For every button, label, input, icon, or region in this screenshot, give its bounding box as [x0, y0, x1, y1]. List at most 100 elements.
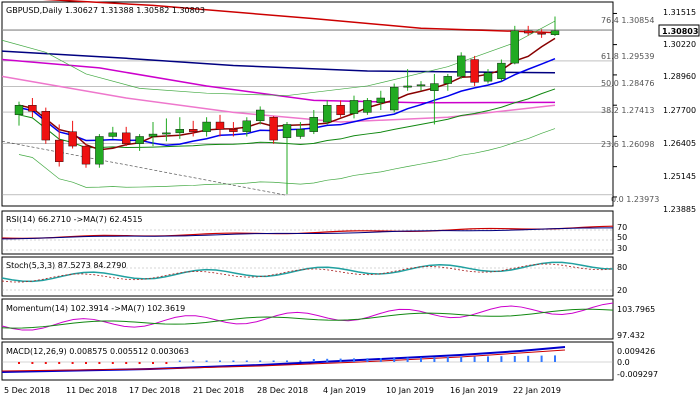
price-tick: 1.27700: [663, 106, 696, 115]
fib-label: 76.4 1.30854: [601, 16, 654, 25]
macd-tick: 0.009426: [617, 347, 655, 356]
rsi-ma-line: [1, 227, 614, 240]
fib-label: 0.0 1.23973: [611, 195, 659, 204]
chart-header: GBPUSD,Daily 1.30627 1.31388 1.30582 1.3…: [6, 6, 205, 15]
macd-histogram-bar: [487, 356, 489, 362]
stoch-tick: 80: [617, 263, 627, 272]
rsi-panel-frame: [1, 210, 614, 255]
date-tick: 4 Jan 2019: [323, 386, 366, 395]
candle-body: [188, 129, 198, 132]
candle-body: [349, 100, 359, 114]
macd-histogram-bar: [58, 362, 61, 364]
candle-body: [470, 59, 479, 83]
macd-histogram-bar: [178, 360, 181, 362]
macd-label: MACD(12,26,9) 0.008575 0.005512 0.003063: [6, 347, 189, 356]
candle-body: [510, 30, 519, 64]
rsi-tick: 50: [617, 233, 627, 242]
candle-body: [41, 111, 50, 141]
candle-body: [162, 132, 171, 135]
macd-histogram-bar: [138, 362, 141, 364]
date-tick: 16 Jan 2019: [450, 386, 498, 395]
candle-body: [202, 121, 211, 132]
candle-body: [363, 100, 372, 113]
ma-30-line: [1, 75, 556, 123]
candle-body: [215, 121, 225, 130]
date-tick: 21 Dec 2018: [193, 386, 244, 395]
price-tick: 1.28960: [663, 72, 696, 81]
date-tick: 22 Jan 2019: [513, 386, 561, 395]
stoch-label: Stoch(5,3,3) 87.5273 84.2790: [6, 261, 126, 270]
macd-histogram-bar: [353, 358, 355, 362]
macd-histogram-bar: [125, 362, 128, 364]
macd-histogram-bar: [393, 357, 396, 362]
candle-body: [390, 86, 399, 111]
candle-body: [443, 76, 452, 84]
candle-body: [430, 83, 439, 91]
candle-body: [282, 124, 292, 138]
momentum-tick: 103.7965: [617, 305, 655, 314]
candle-body: [28, 105, 37, 112]
macd-tick: 0.0: [617, 358, 630, 367]
stoch-d-line: [1, 263, 614, 283]
macd-histogram-bar: [44, 362, 47, 364]
candle-body: [497, 62, 506, 79]
ma-55-line: [1, 58, 556, 104]
momentum-label: Momentum(14) 102.3914 ->MA(7) 102.3619: [6, 304, 185, 313]
date-tick: 10 Jan 2019: [386, 386, 434, 395]
macd-histogram-bar: [473, 356, 476, 362]
candle-body: [524, 30, 533, 34]
fib-label: 61.8 1.29539: [601, 52, 654, 61]
macd-histogram-bar: [31, 362, 34, 364]
macd-histogram-bar: [513, 356, 516, 362]
candle-body: [323, 105, 332, 123]
price-tick: 1.25145: [663, 172, 696, 181]
momentum-ma-line: [1, 308, 614, 329]
candle-body: [55, 139, 64, 162]
main-chart-layer: [1, 0, 617, 198]
macd-histogram-bar: [433, 357, 436, 362]
fib-label: 23.6 1.26098: [601, 140, 654, 149]
candle-body: [269, 117, 278, 141]
indicator-layer: [1, 225, 614, 373]
macd-histogram-bar: [245, 360, 248, 362]
candle-body: [148, 133, 158, 137]
macd-histogram-bar: [85, 362, 87, 364]
candle-body: [242, 120, 252, 132]
ma-100-line: [1, 50, 556, 74]
momentum-tick: 97.432: [617, 331, 645, 340]
candle-body: [336, 105, 345, 116]
trend-line: [1, 140, 288, 196]
macd-histogram-bar: [219, 360, 221, 362]
macd-histogram-bar: [527, 355, 530, 362]
macd-histogram-bar: [299, 360, 302, 362]
macd-histogram-bar: [18, 362, 20, 364]
candle-body: [135, 136, 144, 144]
macd-panel-frame: [1, 341, 614, 381]
price-tick: 1.30220: [663, 40, 696, 49]
candle-body: [457, 55, 466, 77]
macd-histogram-bar: [500, 356, 503, 362]
candle-body: [309, 117, 318, 132]
price-tick: 1.23885: [663, 205, 696, 214]
rsi-label: RSI(14) 66.2710 ->MA(7) 62.4515: [6, 215, 143, 224]
rsi-tick: 70: [617, 223, 627, 232]
macd-histogram-bar: [460, 356, 463, 362]
macd-histogram-bar: [286, 360, 288, 362]
timeframe-label: Daily: [42, 6, 63, 15]
date-tick: 11 Dec 2018: [66, 386, 117, 395]
candle-body: [81, 145, 91, 165]
macd-signal-line: [1, 349, 566, 372]
macd-histogram-bar: [272, 360, 275, 362]
macd-histogram-bar: [259, 360, 262, 362]
macd-histogram-bar: [420, 357, 422, 362]
candle-body: [14, 105, 24, 116]
candle-body: [296, 129, 305, 137]
macd-histogram-bar: [366, 358, 369, 362]
momentum-line: [1, 302, 614, 331]
current-price-label: 1.30803: [662, 27, 698, 36]
candle-body: [483, 72, 493, 82]
main-panel-frame: [1, 1, 614, 207]
candle-body: [95, 136, 104, 165]
rsi-tick: 30: [617, 244, 627, 253]
